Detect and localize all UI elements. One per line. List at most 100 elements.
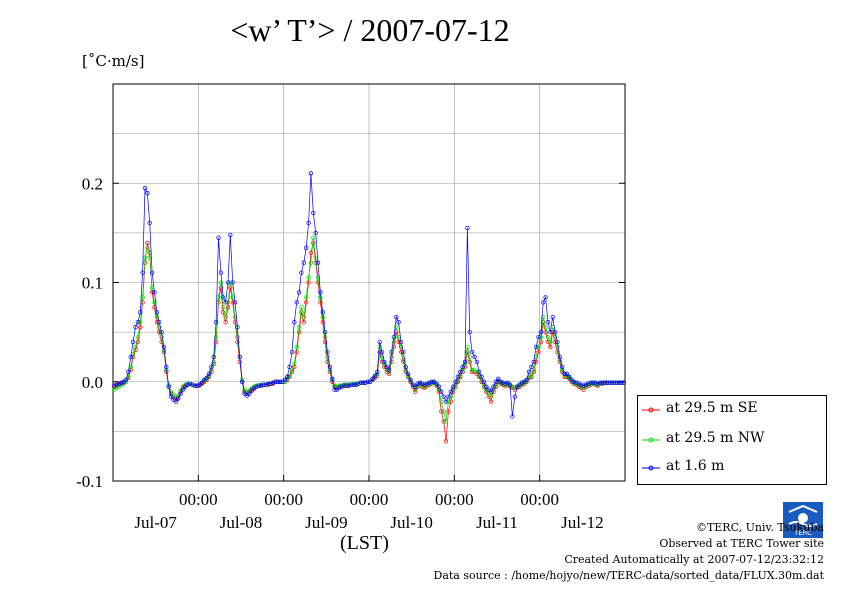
data-point (403, 364, 408, 370)
data-point (299, 270, 304, 275)
data-point (247, 391, 252, 396)
data-point (130, 339, 136, 345)
data-point (401, 349, 406, 355)
data-point (306, 220, 311, 226)
data-point (576, 381, 581, 386)
data-point (301, 315, 306, 320)
data-point (176, 396, 181, 401)
data-point (548, 329, 553, 335)
data-point (225, 305, 231, 310)
data-point (370, 376, 375, 381)
source-text: Data source : /home/hojyo/new/TERC-data/… (433, 569, 825, 582)
data-point (126, 369, 131, 374)
data-point (299, 305, 304, 310)
data-point (315, 260, 321, 265)
data-point (192, 383, 197, 388)
data-point (552, 339, 558, 345)
data-point (545, 320, 551, 325)
data-point (415, 381, 420, 386)
data-point (472, 354, 477, 360)
data-point (152, 290, 157, 295)
data-point (403, 367, 408, 372)
data-point (448, 399, 453, 404)
created-text: Created Automatically at 2007-07-12/23:3… (564, 553, 824, 566)
data-point (311, 235, 316, 240)
data-point (213, 320, 219, 325)
data-point (448, 389, 453, 394)
data-point (147, 250, 152, 255)
data-point (304, 300, 309, 305)
data-point (289, 367, 295, 372)
data-point (308, 250, 314, 255)
site-text: Observed at TERC Tower site (659, 537, 824, 550)
data-point (384, 364, 389, 370)
data-point (289, 349, 295, 355)
data-point (351, 382, 356, 387)
data-point (360, 380, 366, 385)
legend-item-se: at 29.5 m SE (638, 400, 824, 420)
data-point (465, 349, 470, 355)
data-point (159, 334, 164, 340)
data-point (218, 270, 224, 275)
data-point (145, 245, 150, 250)
data-point (322, 329, 328, 335)
data-point (533, 344, 539, 350)
data-point (235, 325, 240, 330)
data-point (135, 320, 141, 325)
data-point (450, 384, 456, 389)
data-point (225, 280, 231, 285)
data-point (479, 374, 484, 379)
data-point (365, 379, 370, 384)
data-point (560, 364, 565, 370)
data-point (287, 364, 292, 370)
data-point (519, 380, 525, 385)
data-point (526, 369, 532, 374)
data-point (382, 359, 387, 365)
y-tick-label: 0.2 (82, 174, 103, 193)
data-point (332, 383, 337, 388)
data-point (145, 191, 150, 196)
data-point (439, 409, 444, 414)
data-point (133, 347, 138, 353)
data-point (443, 399, 449, 404)
data-point (327, 364, 333, 370)
x-tick-label: 00:00 (179, 490, 218, 509)
data-point (334, 384, 340, 389)
data-point (322, 339, 328, 345)
data-point (550, 329, 555, 335)
data-point (232, 315, 238, 320)
chart-grid (113, 83, 625, 482)
copyright-text: ©TERC, Univ. Tsukuba (695, 521, 824, 534)
data-point (429, 379, 434, 384)
data-point (567, 374, 572, 379)
data-point (441, 394, 446, 399)
legend-label-1-6m: at 1.6 m (666, 458, 725, 474)
data-point (545, 339, 551, 345)
chart-series (112, 171, 626, 444)
data-point (498, 379, 503, 384)
data-point (441, 419, 446, 424)
data-point (441, 409, 446, 414)
data-point (301, 260, 306, 265)
data-point (292, 364, 297, 370)
data-point (555, 344, 560, 350)
data-point (180, 387, 186, 392)
data-point (133, 325, 138, 330)
data-point (223, 300, 228, 305)
data-point (275, 379, 280, 384)
data-point (206, 371, 212, 376)
data-point (477, 369, 482, 374)
credits: ©TERC, Univ. Tsukuba Observed at TERC To… (434, 520, 825, 584)
data-point (140, 270, 145, 275)
data-point (481, 379, 487, 384)
data-point (389, 359, 394, 365)
data-point (145, 240, 150, 245)
data-point (543, 295, 548, 300)
data-point (237, 354, 242, 360)
data-point (614, 380, 619, 385)
data-point (405, 371, 411, 376)
data-point (277, 379, 283, 384)
data-point (543, 325, 548, 330)
data-point (538, 334, 544, 340)
data-point (396, 320, 401, 325)
